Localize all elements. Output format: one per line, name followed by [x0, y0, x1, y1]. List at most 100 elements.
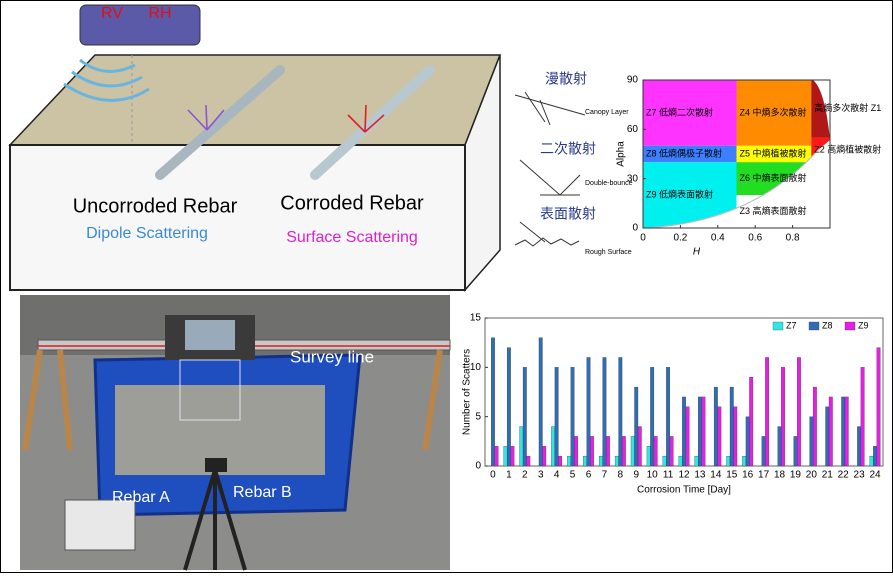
concrete-diagram: RV RH Uncorroded Rebar Dipole Scattering… [8, 4, 502, 292]
bar [650, 367, 655, 467]
bar [554, 367, 559, 467]
y-tick-label: 0 [632, 223, 638, 234]
x-tick-label: 14 [710, 470, 722, 481]
x-tick-label: 24 [869, 470, 881, 481]
bar [618, 357, 623, 467]
zone-label: Z2 高熵植被散射 [814, 143, 881, 154]
bar [869, 455, 874, 467]
bar [761, 436, 766, 467]
bar [701, 396, 706, 467]
x-tick-label: 21 [822, 470, 834, 481]
bar [506, 347, 511, 467]
bar [682, 396, 686, 467]
bar [519, 426, 524, 467]
dipole-arrows [187, 104, 225, 131]
icon-art [514, 91, 586, 126]
bar [621, 436, 626, 467]
zone [643, 145, 737, 163]
bar [494, 446, 499, 467]
x-tick-label: 8 [618, 470, 624, 481]
zone-label: Z3 高熵表面散射 [740, 205, 807, 216]
bar [857, 426, 862, 467]
bar [809, 416, 814, 467]
bar [491, 337, 495, 467]
photo: Survey line Rebar A Rebar B [20, 295, 451, 571]
zone-label: Z5 中熵植被散射 [740, 147, 807, 158]
bar [745, 416, 750, 467]
rebar-b-label: Rebar B [233, 484, 292, 501]
bar [586, 357, 591, 467]
bar [503, 446, 508, 467]
bar [526, 455, 531, 467]
zone-label: Z8 低熵偶极子散射 [646, 147, 722, 158]
legend-swatch [772, 321, 784, 331]
x-tick-label: 19 [790, 470, 802, 481]
surface-arrows [347, 104, 385, 133]
x-tick-label: 20 [806, 470, 818, 481]
y-tick-label: 60 [627, 124, 639, 135]
bar [669, 436, 674, 467]
bar [765, 357, 770, 467]
bar [598, 455, 603, 467]
plot-frame [642, 79, 831, 229]
bar [510, 446, 515, 467]
sensor-label: RV [101, 5, 123, 22]
zone [736, 145, 812, 163]
mechanism-label: Surface Scattering [286, 229, 418, 246]
y-tick-label: 30 [627, 173, 639, 184]
zone [643, 80, 737, 146]
infeasible-region [813, 80, 833, 140]
rebar-a-label: Rebar A [112, 489, 170, 506]
zone [736, 80, 812, 146]
rebar-corroded [310, 65, 435, 180]
h-alpha-plane: Z7 低熵二次散射 Z8 低熵偶极子散射 Z9 低熵表面散射 Z4 中熵多次散射 Z5 … [616, 75, 882, 258]
bar [733, 406, 738, 467]
legend-swatch [844, 321, 856, 331]
bar [729, 386, 734, 467]
bar [713, 386, 718, 467]
zone-label: Z9 低熵表面散射 [646, 188, 713, 199]
bar [606, 436, 610, 467]
y-tick-label: 90 [627, 75, 639, 86]
zone-label: 高熵多次散射 Z1 [814, 102, 881, 113]
bar [653, 436, 658, 467]
bar [646, 446, 651, 467]
zone-label: Z4 中熵多次散射 [740, 106, 807, 117]
bar [860, 367, 865, 467]
x-tick-label: 6 [586, 470, 592, 481]
icon-art [519, 159, 581, 196]
instrument-screen [185, 320, 235, 350]
x-axis-label: Corrosion Time [Day] [637, 485, 731, 496]
mechanism-label: Dipole Scattering [86, 225, 208, 242]
bar [637, 426, 642, 467]
x-tick-label: 9 [633, 470, 639, 481]
bar [828, 396, 833, 467]
bar [777, 426, 782, 467]
bar [630, 436, 635, 467]
bar [678, 455, 683, 467]
x-tick-label: 22 [838, 470, 850, 481]
bar [797, 357, 801, 467]
x-axis-label: H [693, 247, 701, 258]
y-axis-label: Number of Scatters [462, 349, 473, 435]
rebar-label: Corroded Rebar [280, 192, 424, 214]
x-tick-label: 1 [506, 470, 512, 481]
legend-swatch [808, 321, 820, 331]
x-tick-label: 15 [726, 470, 738, 481]
x-tick-label: 4 [554, 470, 560, 481]
bar [742, 455, 747, 467]
x-tick-label: 0 [640, 233, 646, 244]
bar [666, 367, 670, 467]
x-tick-label: 0.6 [748, 233, 762, 244]
x-tick-label: 13 [694, 470, 706, 481]
y-axis-label: Alpha [616, 141, 627, 167]
x-tick-label: 11 [663, 470, 674, 481]
rebar-label: Uncorroded Rebar [73, 195, 238, 217]
stand-legs [22, 349, 443, 451]
icon-note: Rough Surface [585, 249, 632, 256]
y-tick-label: 15 [470, 313, 482, 324]
survey-label: Survey line [290, 347, 374, 366]
bar [542, 446, 547, 467]
